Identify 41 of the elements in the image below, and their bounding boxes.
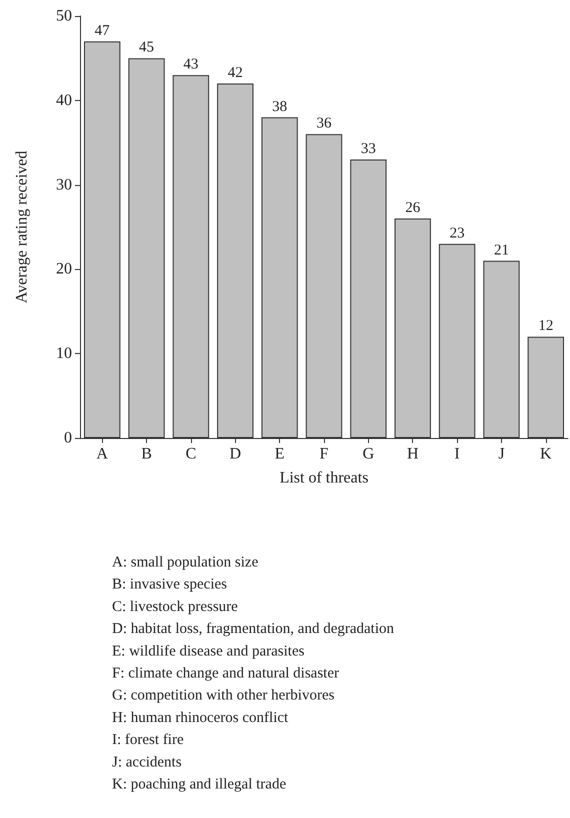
x-tick-label: H [406,446,419,462]
data-label: 21 [494,242,509,258]
y-tick-label: 10 [56,345,72,362]
text: H: human rhinoceros conflict [112,710,290,726]
data-label: 43 [183,56,198,73]
text: K: poaching and illegal trade [112,776,286,792]
text: B: invasive species [112,576,228,593]
data-label: 33 [360,140,376,157]
y-tick-label: 0 [64,430,72,446]
y-axis-title: Average rating received [14,150,30,304]
y-tick-label: 40 [56,92,72,109]
data-label: 12 [538,318,554,334]
data-label: 45 [139,40,154,56]
text: C: livestock pressure [112,598,238,615]
x-tick-label: E [274,446,285,462]
x-tick-label: I [454,446,460,462]
data-label: 36 [316,116,332,132]
data-label: 47 [94,22,110,39]
x-tick-label: K [540,446,552,462]
data-label: 38 [272,98,288,115]
data-label: 26 [405,200,421,216]
x-tick-label: J [498,446,505,462]
text: G: competition with other herbivores [112,688,335,704]
data-label: 42 [228,65,243,82]
text: F: climate change and natural disaster [112,666,340,682]
x-tick-label: D [229,446,242,462]
y-tick-label: 50 [56,8,72,24]
x-tick-label: F [320,446,329,462]
x-tick-label: B [141,446,152,462]
text: A: small population size [112,554,259,570]
text: E: wildlife disease and parasites [112,643,305,660]
x-tick-label: C [186,446,196,462]
data-label: 23 [450,225,465,242]
text: J: accidents [112,754,182,770]
x-tick-label: G [362,446,375,462]
x-axis-title: List of threats [280,470,368,486]
text: D: habitat loss, fragmentation, and degradation [112,621,395,638]
x-tick-label: A [96,446,108,462]
y-tick-label: 20 [56,260,72,278]
text: I: forest fire [112,732,184,748]
y-tick-label: 30 [56,176,72,194]
